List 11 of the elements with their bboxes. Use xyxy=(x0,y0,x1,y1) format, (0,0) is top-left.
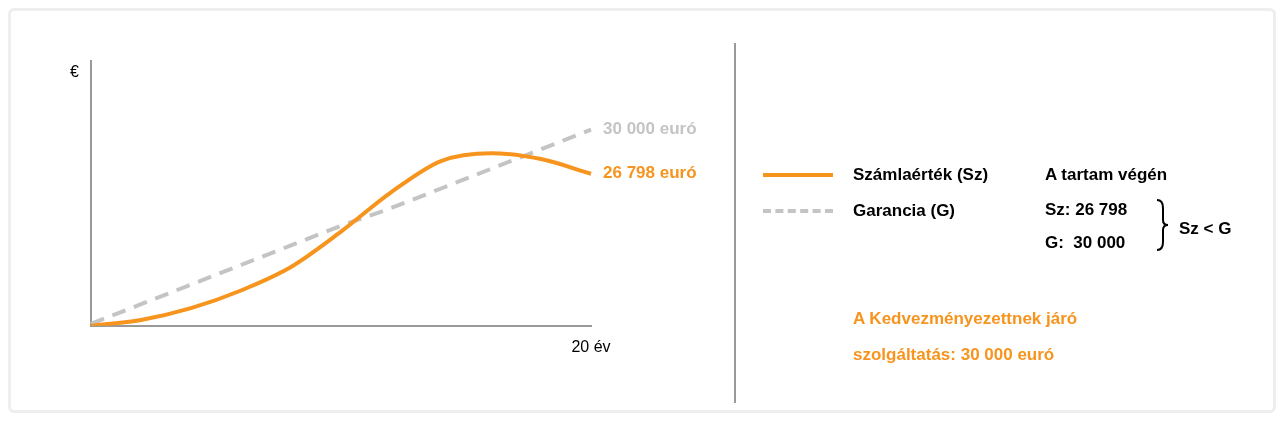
text: 30 000 euró xyxy=(603,119,697,139)
legend-label: Számlaérték (Sz) xyxy=(853,165,989,185)
legend-label: Garancia (G) xyxy=(853,201,956,221)
text: G: 30 000 xyxy=(1045,233,1126,253)
text: 26 798 euró xyxy=(603,163,697,183)
text: A tartam végén xyxy=(1045,165,1168,185)
y-axis-title: € xyxy=(70,63,80,81)
text: Sz: 26 798 xyxy=(1045,200,1128,220)
text: 20 év xyxy=(571,338,611,356)
text: Sz < G xyxy=(1179,219,1232,239)
text: A Kedvezményezettnek járó szolgáltatás: 30 000 euró xyxy=(853,308,1079,366)
